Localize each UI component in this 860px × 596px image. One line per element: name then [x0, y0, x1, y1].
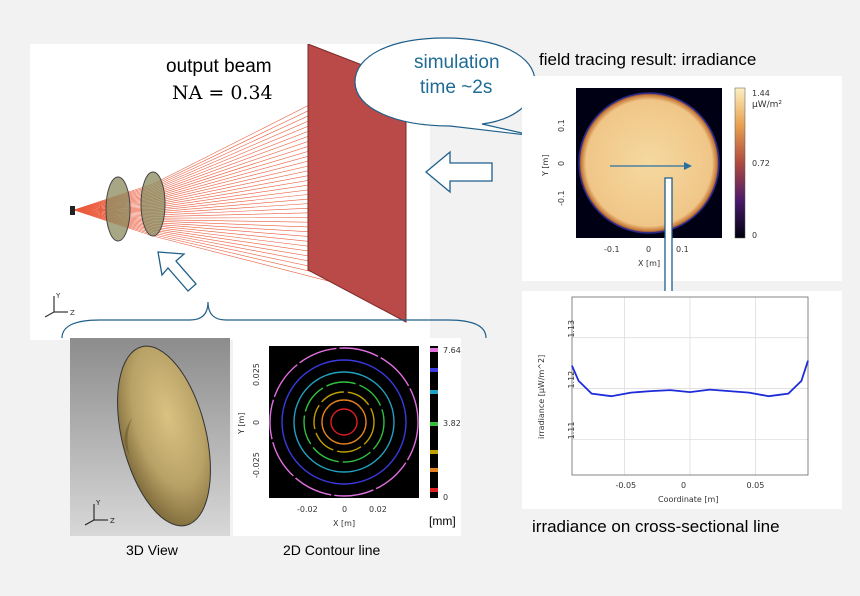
- bubble-line-2: time ~2s: [420, 77, 493, 98]
- irr-xtick-3: 0.1: [676, 245, 689, 254]
- irr-ytick-3: -0.1: [557, 190, 566, 206]
- numerical-aperture-label: NA = 0.34: [172, 82, 273, 104]
- lens-3d-shading: [124, 418, 132, 456]
- profile-plot-area: [571, 296, 809, 476]
- profile-ytick-1: 1.11: [567, 422, 576, 440]
- contour-ytick-1: 0.025: [252, 363, 261, 386]
- contour-ring-6: [321, 399, 367, 445]
- contour-xtick-3: 0.02: [369, 505, 387, 514]
- irradiance-title: field tracing result: irradiance: [539, 50, 757, 69]
- irr-xtick-2: 0: [646, 245, 651, 254]
- output-beam-title: output beam: [166, 56, 272, 77]
- irr-cbar-tick-mid: 0.72: [752, 159, 770, 168]
- bubble-line-1: simulation: [414, 52, 500, 73]
- speech-bubble: [354, 37, 536, 137]
- lens-3d-surface: [117, 345, 211, 527]
- contour-cbar-min: 0: [443, 493, 448, 502]
- light-source: [70, 206, 75, 215]
- contour-xlabel: X [m]: [333, 519, 355, 528]
- axis-triad-3d-icon: [84, 504, 108, 526]
- profile-xtick-1: -0.05: [615, 481, 636, 490]
- contour-ring-3: [293, 371, 395, 473]
- contour-ring-1: [269, 347, 419, 497]
- contour-unit: [mm]: [429, 514, 456, 528]
- profile-ylabel: irradiance [µW/m^2]: [537, 355, 546, 439]
- irradiance-colorbar: [734, 87, 746, 239]
- irradiance-plot: -0.1 0 0.1 X [m] 0.1 0 -0.1 Y [m] 1.44 µ…: [541, 87, 782, 268]
- contour-ytick-3: -0.025: [252, 452, 261, 478]
- bracket-connector: [61, 301, 487, 339]
- axis-triad-icon: [44, 296, 68, 318]
- axis3d-y-label: Y: [95, 499, 101, 507]
- contour-ring-2: [281, 359, 407, 485]
- irr-xtick-1: -0.1: [604, 245, 620, 254]
- profile-series-line: [571, 360, 809, 398]
- contour-ring-7: [330, 408, 358, 436]
- contour-caption: 2D Contour line: [283, 542, 381, 558]
- view3d-panel: Y Z: [70, 338, 230, 536]
- profile-xlabel: Coordinate [m]: [658, 495, 718, 504]
- irr-cbar-unit: µW/m²: [752, 100, 782, 110]
- irr-ytick-1: 0.1: [557, 119, 566, 132]
- irr-ytick-2: 0: [557, 161, 566, 166]
- beam-disk: [578, 92, 720, 234]
- contour-colorbar: [430, 346, 438, 498]
- arrow-3dview-to-lens: [157, 251, 197, 292]
- profile-panel: [522, 291, 842, 509]
- profile-xtick-3: 0.05: [747, 481, 765, 490]
- contour-ring-4: [303, 381, 385, 463]
- arrow-irradiance-to-raytrace: [424, 150, 493, 194]
- contour-xtick-1: -0.02: [297, 505, 318, 514]
- contour-cbar-max: 7.64: [443, 346, 461, 355]
- view3d-caption: 3D View: [126, 542, 178, 558]
- cross-section-arrowhead: [684, 162, 692, 170]
- contour-ring-5: [313, 391, 375, 453]
- profile-ytick-2: 1.12: [567, 371, 576, 389]
- irr-xlabel: X [m]: [638, 259, 660, 268]
- contour-xtick-2: 0: [342, 505, 347, 514]
- profile-gridlines: [572, 297, 808, 475]
- axis-y-label: Y: [55, 292, 61, 300]
- irr-cbar-tick-min: 0: [752, 231, 757, 240]
- profile-ytick-3: 1.13: [567, 320, 576, 338]
- profile-xtick-2: 0: [681, 481, 686, 490]
- axis3d-z-label: Z: [110, 517, 115, 525]
- contour-ytick-2: 0: [252, 420, 261, 425]
- contour-ylabel: Y [m]: [237, 413, 246, 435]
- contour-cbar-mid: 3.82: [443, 419, 461, 428]
- lens-1: [105, 176, 131, 242]
- profile-caption: irradiance on cross-sectional line: [532, 517, 780, 536]
- lens-2: [140, 171, 166, 237]
- contour-plot: 7.64 3.82 0 -0.02 0 0.02 X [m] 0.025 0 -…: [237, 346, 461, 528]
- axis-z-label: Z: [70, 309, 75, 317]
- profile-chart: -0.05 0 0.05 1.11 1.12 1.13 Coordinate [m] ir…: [537, 296, 809, 504]
- irr-ylabel: Y [m]: [541, 155, 550, 177]
- irr-cbar-tick-max: 1.44: [752, 89, 770, 98]
